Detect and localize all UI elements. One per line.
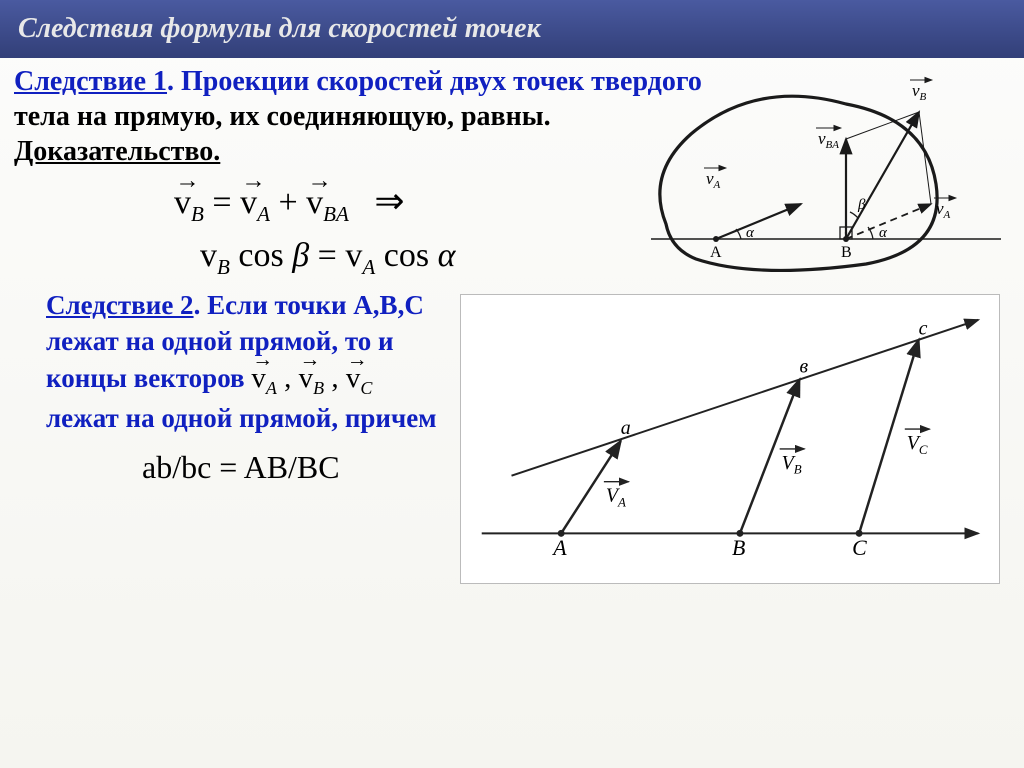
vb2: v — [200, 237, 217, 274]
v2s: B — [313, 378, 324, 398]
corollary-2-label: Следствие 2 — [46, 290, 194, 320]
v1s: A — [266, 378, 277, 398]
alpha: α — [438, 237, 456, 274]
lbl-pt-B: B — [841, 244, 852, 261]
beta: β — [292, 237, 309, 274]
implies: ⇒ — [374, 181, 404, 221]
vb-sub: B — [191, 202, 204, 226]
va-sub: A — [257, 202, 270, 226]
slide-title-bar: Следствия формулы для скоростей точек — [0, 0, 1024, 58]
lbl-C: C — [852, 536, 867, 560]
lbl-pt-A: A — [710, 244, 722, 261]
v3s: C — [360, 378, 372, 398]
v3: v — [346, 362, 361, 394]
lbl-a: a — [621, 417, 631, 439]
vba-sub: BA — [323, 202, 349, 226]
corollary-2-vectors: vA , vB , vC — [251, 362, 372, 394]
va2-sub: A — [362, 255, 375, 279]
cos1: cos — [238, 237, 292, 274]
corollary-2: Следствие 2. Если точки А,В,С лежат на о… — [14, 288, 454, 489]
lbl-VB: VB — [782, 452, 802, 477]
lbl-beta: β — [857, 197, 866, 213]
lbl-A: A — [551, 536, 567, 560]
lbl-vB: vB — [912, 81, 927, 103]
vb2-sub: B — [217, 255, 230, 279]
cos2: cos — [384, 237, 438, 274]
lbl-VA: VA — [606, 484, 626, 509]
corollary-1-label: Следствие 1 — [14, 66, 167, 97]
va2: v — [345, 237, 362, 274]
figure-top: vA vBA vB vA α α β A B — [636, 64, 1006, 284]
lbl-VC: VC — [907, 432, 928, 457]
v1: v — [251, 362, 266, 394]
eq2: = — [318, 237, 346, 274]
corollary-2-text-2: лежат на одной прямой, причем — [46, 403, 437, 433]
corollary-2-row: Следствие 2. Если точки А,В,С лежат на о… — [14, 288, 1010, 584]
lbl-b: в — [800, 355, 809, 377]
corollary-1-text-1: . Проекции скоростей двух точек твердого — [167, 66, 702, 97]
lbl-vA-left: vA — [706, 169, 721, 191]
lbl-alpha2: α — [879, 225, 888, 241]
va: v — [240, 184, 257, 221]
corollary-1-text-2: тела на прямую, их соединяющую, равны. — [14, 101, 551, 132]
lbl-B: B — [732, 536, 745, 560]
vb: v — [174, 184, 191, 221]
plus: + — [278, 184, 306, 221]
lbl-c: с — [919, 318, 928, 340]
ratio-formula: ab/bc = AB/BC — [142, 446, 454, 488]
figure-bottom: A B C a в с VA VB VC — [460, 294, 1000, 584]
lbl-vA-right: vA — [936, 199, 951, 221]
v2: v — [299, 362, 314, 394]
lbl-alpha1: α — [746, 225, 755, 241]
slide-title: Следствия формулы для скоростей точек — [18, 13, 541, 45]
lbl-vBA: vBA — [818, 129, 839, 151]
vba: v — [306, 184, 323, 221]
eq: = — [212, 184, 240, 221]
